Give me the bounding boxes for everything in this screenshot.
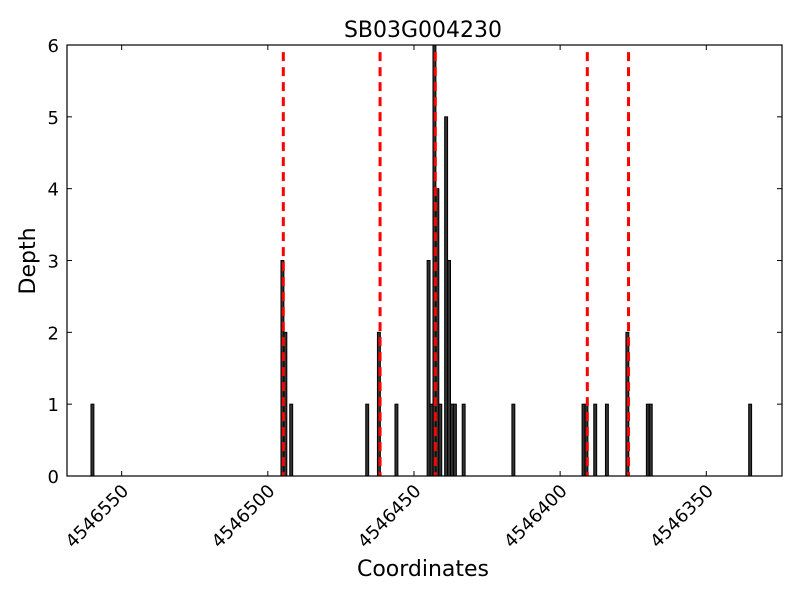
x-tick-label-1: 4546500: [208, 481, 280, 553]
bar-16: [461, 403, 466, 477]
x-tick-label-0: 4546550: [62, 481, 134, 553]
x-axis-label: Coordinates: [357, 557, 489, 582]
bar-21: [604, 403, 609, 477]
bar-25: [748, 403, 753, 477]
x-tick-label-2: 4546450: [354, 481, 426, 553]
bar-6: [394, 403, 399, 477]
plot-frame: [66, 44, 783, 477]
y-tick-label-1: 1: [48, 395, 59, 416]
bar-20: [593, 403, 598, 477]
y-tick-label-4: 4: [48, 180, 59, 201]
x-tick-label-4: 4546350: [646, 481, 718, 553]
bar-3: [289, 403, 294, 477]
y-tick-label-6: 6: [48, 36, 59, 57]
y-tick-label-3: 3: [48, 252, 59, 273]
y-tick-label-0: 0: [48, 467, 59, 488]
x-tick-label-3: 4546400: [500, 481, 572, 553]
bar-0: [90, 403, 95, 477]
bar-15: [452, 403, 457, 477]
y-tick-label-2: 2: [48, 323, 59, 344]
y-axis-label: Depth: [16, 227, 41, 294]
bar-4: [365, 403, 370, 477]
bar-24: [648, 403, 653, 477]
chart-title: SB03G004230: [344, 18, 502, 43]
y-tick-label-5: 5: [48, 108, 59, 129]
bar-17: [511, 403, 516, 477]
bar-11: [438, 403, 443, 477]
